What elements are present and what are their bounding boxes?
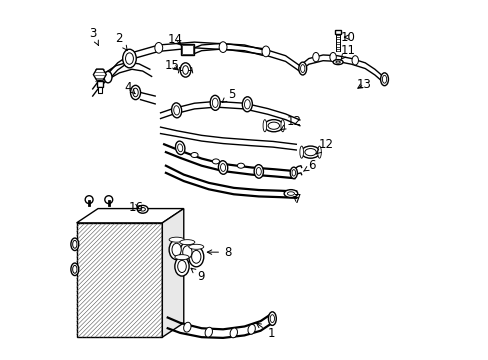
Ellipse shape [267, 122, 279, 129]
Ellipse shape [183, 322, 191, 332]
Ellipse shape [188, 247, 203, 267]
Ellipse shape [244, 100, 250, 109]
Ellipse shape [73, 265, 77, 273]
Ellipse shape [332, 60, 343, 64]
Ellipse shape [175, 141, 184, 154]
Ellipse shape [220, 163, 225, 171]
Ellipse shape [71, 238, 79, 251]
Bar [98, 87, 102, 93]
Ellipse shape [262, 46, 269, 57]
Text: 14: 14 [168, 33, 183, 46]
Ellipse shape [299, 146, 303, 158]
Ellipse shape [130, 85, 140, 100]
Ellipse shape [312, 53, 319, 62]
Ellipse shape [173, 106, 179, 115]
Ellipse shape [73, 240, 77, 248]
Ellipse shape [155, 42, 163, 53]
Ellipse shape [183, 66, 188, 74]
Polygon shape [77, 208, 183, 223]
Ellipse shape [264, 120, 283, 132]
Ellipse shape [104, 71, 112, 83]
Ellipse shape [256, 167, 261, 175]
Text: 3: 3 [89, 27, 98, 45]
Ellipse shape [175, 255, 189, 260]
Ellipse shape [237, 163, 244, 168]
Ellipse shape [137, 205, 148, 213]
Ellipse shape [212, 159, 219, 164]
Ellipse shape [304, 149, 316, 156]
Ellipse shape [219, 42, 226, 53]
Bar [181, 44, 194, 55]
Ellipse shape [382, 75, 386, 83]
Text: 6: 6 [303, 159, 315, 172]
Text: 12: 12 [316, 139, 333, 154]
Ellipse shape [284, 190, 297, 198]
Ellipse shape [71, 263, 79, 275]
Ellipse shape [270, 315, 274, 323]
Ellipse shape [188, 244, 203, 249]
Ellipse shape [290, 167, 297, 179]
Ellipse shape [125, 53, 133, 64]
Ellipse shape [212, 98, 218, 108]
Text: 2: 2 [115, 32, 127, 50]
Polygon shape [77, 223, 162, 337]
Ellipse shape [281, 120, 284, 132]
Ellipse shape [169, 237, 184, 242]
Ellipse shape [301, 146, 319, 158]
Text: 15: 15 [164, 59, 180, 72]
Ellipse shape [242, 97, 252, 112]
Text: 10: 10 [340, 31, 355, 44]
Ellipse shape [190, 153, 198, 157]
Text: 4: 4 [124, 81, 135, 94]
Ellipse shape [291, 170, 295, 176]
Ellipse shape [177, 260, 186, 273]
Bar [182, 45, 193, 54]
Ellipse shape [204, 327, 212, 337]
Ellipse shape [247, 324, 255, 334]
Polygon shape [162, 208, 183, 337]
Ellipse shape [180, 242, 194, 262]
Text: 9: 9 [191, 268, 204, 283]
Ellipse shape [268, 312, 276, 325]
Ellipse shape [172, 243, 181, 256]
Ellipse shape [380, 73, 387, 86]
Text: 16: 16 [128, 201, 143, 213]
Bar [97, 81, 102, 87]
Ellipse shape [351, 56, 358, 65]
Ellipse shape [218, 161, 227, 174]
Ellipse shape [122, 49, 136, 68]
Ellipse shape [298, 62, 306, 75]
Text: 8: 8 [207, 246, 231, 258]
Text: 12: 12 [281, 114, 302, 129]
Ellipse shape [133, 88, 138, 97]
Ellipse shape [180, 63, 190, 77]
Ellipse shape [140, 207, 145, 211]
Ellipse shape [230, 328, 237, 338]
Ellipse shape [191, 250, 201, 263]
Ellipse shape [85, 196, 93, 203]
Text: 11: 11 [340, 44, 355, 60]
Ellipse shape [104, 196, 112, 203]
Ellipse shape [300, 64, 304, 72]
Text: 7: 7 [293, 193, 301, 206]
Ellipse shape [329, 53, 336, 62]
Ellipse shape [254, 165, 263, 178]
Ellipse shape [287, 192, 294, 195]
Bar [334, 30, 341, 33]
Ellipse shape [180, 240, 194, 245]
Ellipse shape [317, 146, 321, 158]
Text: 5: 5 [222, 88, 235, 103]
Ellipse shape [335, 61, 340, 63]
Ellipse shape [169, 240, 184, 260]
Text: 13: 13 [356, 78, 371, 91]
Ellipse shape [183, 246, 192, 258]
Ellipse shape [210, 95, 220, 110]
Text: 1: 1 [256, 323, 274, 340]
Ellipse shape [263, 120, 266, 132]
Ellipse shape [177, 144, 183, 152]
Ellipse shape [175, 257, 189, 276]
Ellipse shape [171, 103, 181, 118]
